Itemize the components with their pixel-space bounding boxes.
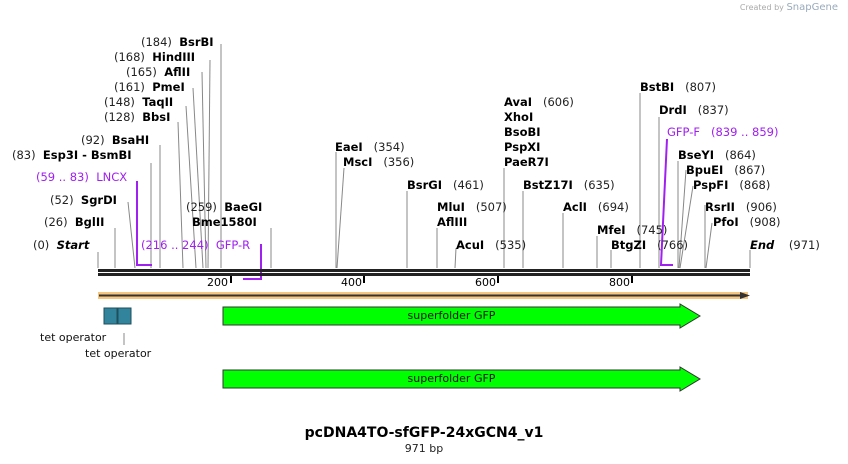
site-bpuei[interactable]: BpuEI (867): [686, 163, 766, 177]
site-baegi[interactable]: (259) BaeGI: [186, 200, 263, 214]
site-bbsi[interactable]: (128) BbsI: [104, 110, 171, 124]
feature-superfolder-gfp-2[interactable]: superfolder GFP: [407, 372, 496, 385]
site-pspfi[interactable]: PspFI (868): [693, 178, 771, 192]
feature-tet-operator-1[interactable]: tet operator: [40, 331, 107, 344]
site-rsrii[interactable]: RsrII (906): [705, 200, 777, 214]
site-bme1580i[interactable]: Bme1580I: [192, 215, 257, 229]
site-bsrgi[interactable]: BsrGI (461): [407, 178, 484, 192]
site-bglii[interactable]: (26) BglII: [44, 215, 105, 229]
site-mfei[interactable]: MfeI (745): [597, 223, 668, 237]
site-hindiii[interactable]: (168) HindIII: [114, 50, 196, 64]
site-avai[interactable]: AvaI (606): [504, 95, 574, 109]
map-length: 971 bp: [404, 442, 444, 455]
site-aflii[interactable]: (165) AflII: [126, 65, 191, 79]
site-msci[interactable]: MscI (356): [343, 155, 415, 169]
tick-label: 200: [207, 276, 228, 289]
site-bsobi[interactable]: BsoBI: [504, 125, 541, 139]
site-start[interactable]: (0) Start: [33, 238, 90, 252]
tick-label: 400: [341, 276, 362, 289]
site-end[interactable]: End (971): [750, 238, 820, 252]
site-bsrbi[interactable]: (184) BsrBI: [141, 35, 214, 49]
site-pspxi[interactable]: PspXI: [504, 140, 541, 154]
site-afliii[interactable]: AflIII: [437, 215, 468, 229]
site-pmei[interactable]: (161) PmeI: [114, 80, 185, 94]
site-btgzi[interactable]: BtgZI (766): [611, 238, 689, 252]
site-paer7i[interactable]: PaeR7I: [504, 155, 549, 169]
credit-prefix: Created by: [739, 3, 784, 12]
site-bstbi[interactable]: BstBI (807): [640, 80, 717, 94]
primer-gfp-r[interactable]: (216 .. 244) GFP-R: [141, 238, 251, 252]
site-bseyi[interactable]: BseYI (864): [678, 148, 756, 162]
primer-gfp-f[interactable]: GFP-F (839 .. 859): [667, 125, 779, 139]
site-bstz17i[interactable]: BstZ17I (635): [523, 178, 615, 192]
site-pfoi[interactable]: PfoI (908): [713, 215, 781, 229]
snapgene-logo: SnapGene: [786, 2, 838, 13]
snapgene-credit: Created by SnapGene: [740, 2, 838, 13]
site-acli[interactable]: AclI (694): [563, 200, 629, 214]
feature-superfolder-gfp-1[interactable]: superfolder GFP: [407, 309, 496, 322]
primer-lncx[interactable]: (59 .. 83) LNCX: [36, 170, 128, 184]
site-bsahi[interactable]: (92) BsaHI: [81, 133, 150, 147]
site-sgrdi[interactable]: (52) SgrDI: [50, 193, 117, 207]
site-mlui[interactable]: MluI (507): [437, 200, 507, 214]
site-acui[interactable]: AcuI (535): [456, 238, 527, 252]
site-eaei[interactable]: EaeI (354): [335, 140, 405, 154]
feature-tet-operator-2[interactable]: tet operator: [85, 347, 152, 360]
tick-label: 800: [609, 276, 630, 289]
tick-label: 600: [475, 276, 496, 289]
site-taqii[interactable]: (148) TaqII: [104, 95, 174, 109]
site-esp3i-bsmbi[interactable]: (83) Esp3I - BsmBI: [12, 148, 132, 162]
map-title: pcDNA4TO-sfGFP-24xGCN4_v1: [304, 425, 544, 441]
site-xhoi[interactable]: XhoI: [504, 110, 534, 124]
site-drdi[interactable]: DrdI (837): [659, 103, 729, 117]
